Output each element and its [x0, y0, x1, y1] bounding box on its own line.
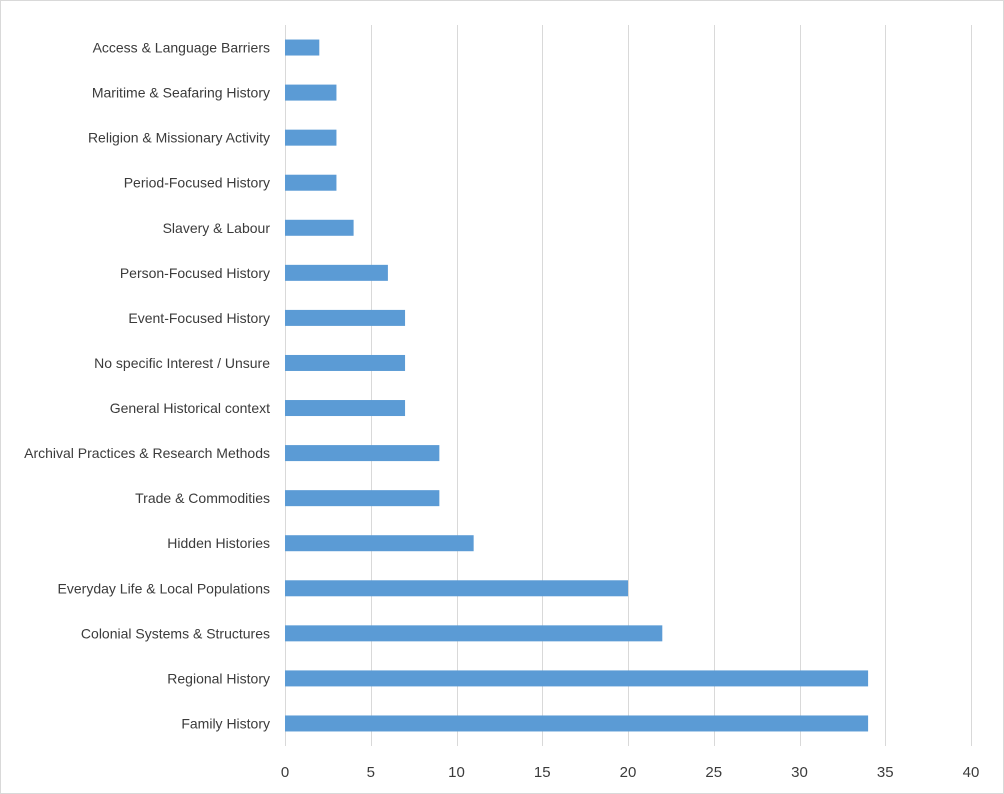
bar — [285, 354, 406, 371]
bar — [285, 39, 320, 56]
category-label: Archival Practices & Research Methods — [24, 445, 270, 461]
bar — [285, 129, 337, 146]
category-label: Slavery & Labour — [163, 220, 271, 236]
bar — [285, 219, 354, 236]
category-labels: Access & Language Barriers Maritime & Sea… — [24, 40, 270, 732]
category-label: General Historical context — [110, 400, 270, 416]
bar — [285, 400, 406, 417]
bar — [285, 490, 440, 507]
bar — [285, 580, 628, 597]
grid-layer — [285, 25, 972, 746]
x-tick-label: 40 — [963, 764, 980, 781]
bar — [285, 84, 337, 101]
category-label: Colonial Systems & Structures — [81, 625, 270, 641]
bar — [285, 715, 869, 732]
x-tick-label: 30 — [791, 764, 808, 781]
x-tick-label: 5 — [367, 764, 375, 781]
x-tick-label: 20 — [620, 764, 637, 781]
x-tick-label: 0 — [281, 764, 289, 781]
bar-layer — [285, 39, 869, 732]
category-label: Access & Language Barriers — [93, 40, 270, 56]
bar — [285, 264, 388, 281]
category-label: No specific Interest / Unsure — [94, 355, 270, 371]
x-tick-label: 15 — [534, 764, 551, 781]
x-tick-label: 25 — [705, 764, 722, 781]
x-tick-label: 35 — [877, 764, 894, 781]
category-label: Trade & Commodities — [135, 490, 270, 506]
category-label: Maritime & Seafaring History — [92, 85, 270, 101]
bar — [285, 670, 869, 687]
x-tick-label: 10 — [448, 764, 465, 781]
category-label: Everyday Life & Local Populations — [58, 580, 270, 596]
bar — [285, 309, 406, 326]
category-label: Family History — [181, 715, 270, 731]
category-label: Religion & Missionary Activity — [88, 130, 270, 146]
category-label: Person-Focused History — [120, 265, 270, 281]
bar — [285, 535, 474, 552]
bar — [285, 445, 440, 462]
category-label: Hidden Histories — [167, 535, 270, 551]
category-label: Regional History — [167, 670, 270, 686]
bar — [285, 625, 663, 642]
bar — [285, 174, 337, 191]
category-label: Event-Focused History — [128, 310, 270, 326]
x-tick-labels: 0 5 10 15 20 25 30 35 40 — [281, 764, 980, 781]
category-label: Period-Focused History — [124, 175, 270, 191]
